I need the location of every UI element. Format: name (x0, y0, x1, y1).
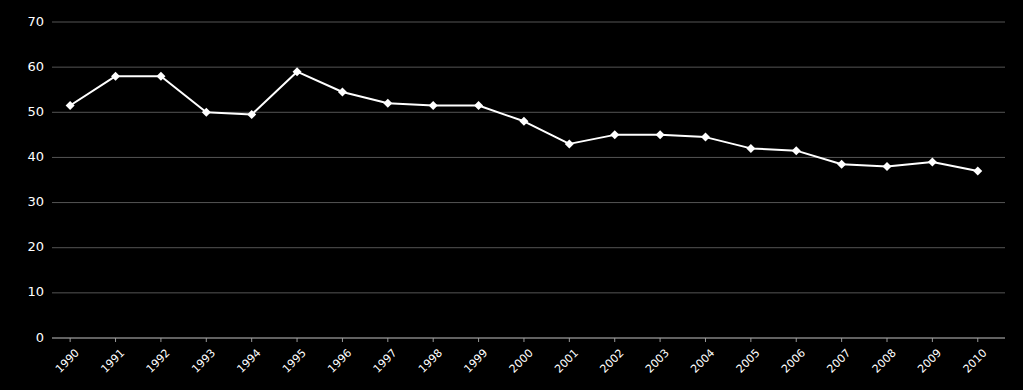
x-tick (342, 338, 343, 342)
x-tick-label: 1990 (53, 347, 82, 376)
y-tick-label: 40 (27, 149, 44, 164)
chart: 0102030405060701990199119921993199419951… (0, 0, 1023, 390)
y-tick-label: 20 (27, 239, 44, 254)
series (66, 67, 983, 175)
marker (247, 110, 256, 119)
grid-line (52, 67, 1005, 68)
marker (383, 99, 392, 108)
x-tick (206, 338, 207, 342)
x-tick-label: 2007 (824, 347, 853, 376)
x-tick (251, 338, 252, 342)
x-tick-label: 2000 (507, 347, 536, 376)
marker (928, 157, 937, 166)
grid-line (52, 202, 1005, 203)
x-tick (705, 338, 706, 342)
x-tick (569, 338, 570, 342)
y-grid (52, 22, 1005, 338)
marker (746, 144, 755, 153)
x-tick (660, 338, 661, 342)
x-tick (70, 338, 71, 342)
marker (837, 160, 846, 169)
marker (66, 101, 75, 110)
marker (792, 146, 801, 155)
x-tick (297, 338, 298, 342)
y-tick-label: 10 (27, 284, 44, 299)
marker (293, 67, 302, 76)
x-tick (932, 338, 933, 342)
x-tick-label: 1995 (280, 347, 309, 376)
x-tick-labels: 1990 1991 1992 1993 1994 1995 1996 1997 1998 1999… (53, 347, 990, 376)
marker (156, 72, 165, 81)
x-tick (523, 338, 524, 342)
grid-line (52, 338, 1005, 339)
marker (202, 108, 211, 117)
x-tick (977, 338, 978, 342)
x-axis-line (52, 338, 1005, 339)
marker (973, 166, 982, 175)
marker (429, 101, 438, 110)
marker (474, 101, 483, 110)
x-tick-label: 2010 (961, 347, 990, 376)
x-tick-label: 2001 (552, 347, 581, 376)
grid-line (52, 22, 1005, 23)
grid-line (52, 247, 1005, 248)
marker (111, 72, 120, 81)
y-tick-label: 50 (27, 104, 44, 119)
background (0, 0, 1023, 390)
marker (883, 162, 892, 171)
x-tick-label: 2006 (779, 347, 808, 376)
marker (656, 130, 665, 139)
x-tick-label: 1992 (144, 347, 173, 376)
x-tick-label: 2002 (598, 347, 627, 376)
x-tick (160, 338, 161, 342)
marker (565, 139, 574, 148)
grid-line (52, 292, 1005, 293)
x-tick (115, 338, 116, 342)
x-tick (387, 338, 388, 342)
x-tick (841, 338, 842, 342)
x-tick-label: 2009 (915, 347, 944, 376)
x-tick-label: 1993 (189, 347, 218, 376)
x-tick (478, 338, 479, 342)
marker (701, 133, 710, 142)
x-tick (433, 338, 434, 342)
x-tick-label: 1996 (325, 347, 354, 376)
y-tick-labels: 0 10 20 30 40 50 60 70 (27, 14, 44, 345)
x-tick (796, 338, 797, 342)
marker (338, 87, 347, 96)
x-tick (750, 338, 751, 342)
x-tick (887, 338, 888, 342)
x-tick-label: 2003 (643, 347, 672, 376)
marker (610, 130, 619, 139)
y-tick-label: 0 (36, 330, 44, 345)
y-tick-label: 30 (27, 194, 44, 209)
grid-line (52, 157, 1005, 158)
x-tick (614, 338, 615, 342)
grid-line (52, 112, 1005, 113)
x-tick-label: 2008 (870, 347, 899, 376)
x-tick-label: 2005 (734, 347, 763, 376)
x-tick-label: 1997 (371, 347, 400, 376)
x-tick-label: 1991 (98, 347, 127, 376)
x-tick-label: 1999 (461, 347, 490, 376)
x-tick-label: 2004 (688, 347, 717, 376)
line (70, 72, 978, 171)
x-tick-label: 1994 (234, 347, 263, 376)
x-tick-label: 1998 (416, 347, 445, 376)
y-tick-label: 70 (27, 14, 44, 29)
y-tick-label: 60 (27, 59, 44, 74)
marker (519, 117, 528, 126)
chart-container: 0102030405060701990199119921993199419951… (0, 0, 1023, 390)
